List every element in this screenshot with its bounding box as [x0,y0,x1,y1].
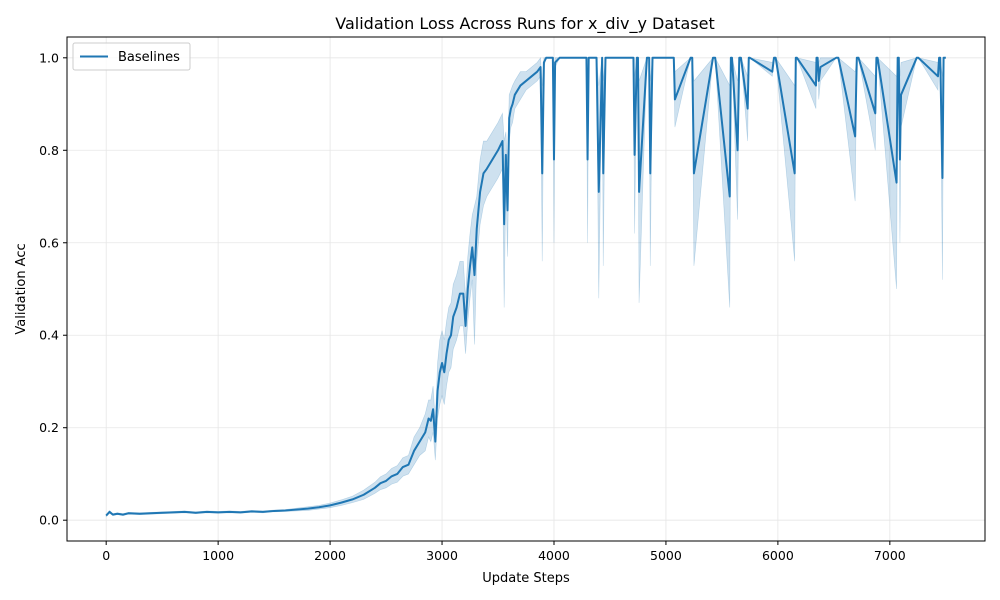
plot-frame [66,36,986,542]
chart-title: Validation Loss Across Runs for x_div_y … [335,14,714,34]
y-tick-label: 0.4 [39,328,59,343]
y-tick-label: 0.2 [39,420,59,435]
y-tick-label: 0.8 [39,143,59,158]
series-line-baselines [105,56,946,517]
axis-ticks: 0 1000 2000 3000 4000 5000 6000 7000 0.0 0.2 0.4 0.… [39,50,906,563]
legend: Baselines [72,42,191,71]
x-tick-label: 7000 [874,548,906,563]
x-tick-label: 1000 [202,548,234,563]
y-tick-label: 0.6 [39,235,59,250]
x-tick-label: 2000 [314,548,346,563]
legend-label-baselines: Baselines [118,50,180,65]
legend-box [72,42,191,71]
x-tick-label: 3000 [426,548,458,563]
y-axis-label: Validation Acc [14,243,29,334]
y-tick-label: 1.0 [39,50,59,65]
x-tick-label: 5000 [650,548,682,563]
y-tick-label: 0.0 [39,513,59,528]
x-axis-label: Update Steps [482,571,570,586]
x-tick-label: 4000 [538,548,570,563]
grid-lines [67,37,985,541]
x-tick-label: 0 [102,548,110,563]
x-tick-label: 6000 [762,548,794,563]
plot-data [105,56,946,518]
